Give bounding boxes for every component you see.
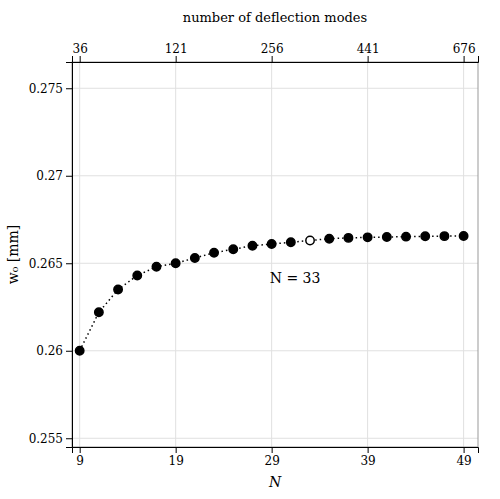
data [75, 232, 467, 355]
tick-label: 121 [165, 42, 188, 56]
tick-label: 39 [360, 454, 375, 468]
y-axis-title: w₀ [mm] [5, 225, 21, 285]
tick-mark [368, 56, 369, 62]
x2-axis: 36 121 256 441 676 [73, 42, 479, 63]
tick: 441 [357, 42, 380, 62]
plot-frame [72, 62, 478, 447]
tick: 19 [169, 447, 184, 468]
tick-mark [66, 263, 72, 264]
tick-mark [80, 56, 81, 62]
grid-line-y [72, 263, 478, 264]
plot: 9 19 29 39 49 0.255 0.26 0.265 0.27 0.275 36 121 256… [29, 42, 479, 468]
point [440, 232, 448, 240]
tick-label: 9 [76, 454, 84, 468]
grid-line-x [463, 62, 464, 447]
tick-label: 256 [261, 42, 284, 56]
tick: 0.265 [29, 257, 72, 271]
point [95, 308, 103, 316]
annotation: N = 33 [270, 270, 321, 286]
tick: 9 [76, 447, 84, 468]
point [75, 347, 83, 355]
tick-mark [176, 447, 177, 453]
axis-line [73, 56, 479, 63]
grid-line-x [175, 62, 176, 447]
tick-label: 0.265 [29, 257, 63, 271]
tick: 256 [261, 42, 284, 62]
tick-mark [80, 447, 81, 453]
point [306, 236, 314, 244]
x2-axis-title: number of deflection modes [183, 10, 367, 25]
tick-mark [66, 88, 72, 89]
tick: 39 [360, 447, 375, 468]
point [344, 234, 352, 242]
x-axis: 9 19 29 39 49 [73, 447, 479, 468]
point [152, 263, 160, 271]
tick-label: 676 [453, 42, 476, 56]
point [191, 254, 199, 262]
grid-line-x [271, 62, 272, 447]
tick-mark [66, 176, 72, 177]
tick-label: 19 [169, 454, 184, 468]
tick-mark [464, 56, 465, 62]
point [229, 245, 237, 253]
point [402, 232, 410, 240]
grid-line-x [79, 62, 80, 447]
tick-mark [272, 56, 273, 62]
point [325, 235, 333, 243]
x-axis-title: N [268, 474, 282, 490]
axis-line [66, 63, 73, 448]
point [210, 249, 218, 257]
point [459, 232, 467, 240]
tick-label: 29 [265, 454, 280, 468]
point [133, 271, 141, 279]
tick-label: 0.27 [36, 169, 63, 183]
point [267, 240, 275, 248]
tick: 49 [456, 447, 471, 468]
tick-label: 441 [357, 42, 380, 56]
tick: 0.26 [36, 344, 72, 358]
grid-line-y [72, 350, 478, 351]
tick: 0.27 [36, 169, 72, 183]
point [171, 259, 179, 267]
tick-label: 0.255 [29, 432, 63, 446]
point [287, 238, 295, 246]
tick-label: 0.275 [29, 82, 63, 96]
point [383, 233, 391, 241]
tick: 121 [165, 42, 188, 62]
grid [72, 62, 478, 447]
tick: 0.275 [29, 82, 72, 96]
tick-mark [368, 447, 369, 453]
tick-label: 0.26 [36, 344, 63, 358]
point [114, 285, 122, 293]
tick-mark [176, 56, 177, 62]
grid-line-y [72, 438, 478, 439]
grid-line-y [72, 88, 478, 89]
grid-line-y [72, 175, 478, 176]
tick-mark [272, 447, 273, 453]
tick: 0.255 [29, 432, 72, 446]
line [80, 236, 464, 351]
point [363, 233, 371, 241]
chart: 9 19 29 39 49 0.255 0.26 0.265 0.27 0.275 36 121 256… [0, 0, 500, 499]
point [248, 242, 256, 250]
tick-mark [66, 438, 72, 439]
grid-line-x [367, 62, 368, 447]
tick-label: 36 [73, 42, 88, 56]
tick-label: 49 [456, 454, 471, 468]
tick-mark [66, 351, 72, 352]
tick: 676 [453, 42, 476, 62]
tick: 36 [73, 42, 88, 62]
tick-mark [464, 447, 465, 453]
y-axis: 0.255 0.26 0.265 0.27 0.275 [29, 63, 73, 448]
point [421, 232, 429, 240]
axis-line [73, 448, 479, 454]
tick: 29 [265, 447, 280, 468]
